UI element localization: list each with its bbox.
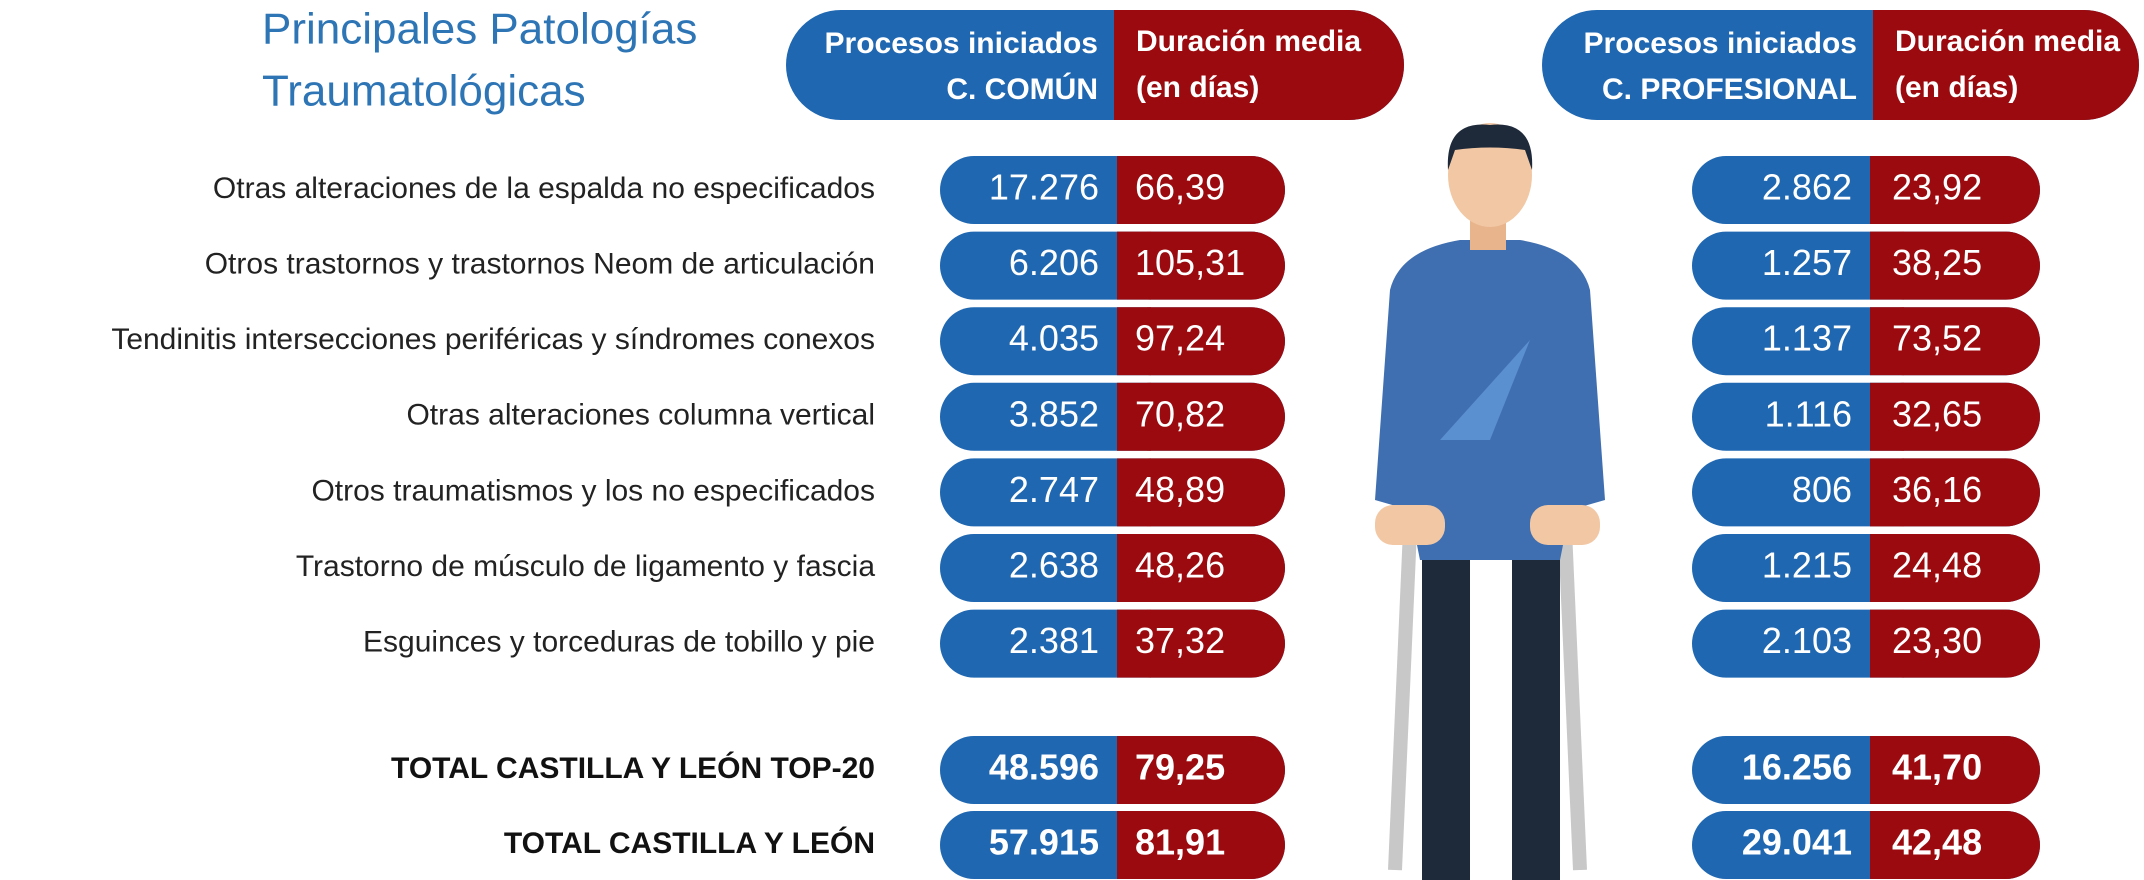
pill-red	[1117, 382, 1285, 451]
header-text: Procesos iniciados	[1584, 27, 1857, 60]
header-text: C. PROFESIONAL	[1602, 73, 1857, 106]
pill-red-edge	[1117, 156, 1151, 224]
value-comun: 2.747	[1009, 469, 1099, 510]
value-comun: 3.852	[1009, 393, 1099, 434]
value-comun: 2.638	[1009, 545, 1099, 586]
pill-red	[1114, 10, 1404, 120]
row-label: Otros traumatismos y los no especificado…	[311, 474, 875, 507]
value-prof: 16.256	[1742, 747, 1852, 788]
value-prof-dias: 24,48	[1892, 545, 1982, 586]
pill-red-edge	[1870, 458, 1904, 527]
value-comun-dias: 79,25	[1135, 747, 1225, 788]
pill-red	[1117, 736, 1285, 804]
pill-red-edge	[1870, 382, 1904, 451]
value-comun-dias: 105,31	[1135, 242, 1245, 283]
pill-red-edge	[1870, 609, 1904, 678]
row-label: Tendinitis intersecciones periféricas y …	[111, 323, 875, 356]
pill-red	[1870, 458, 2040, 527]
value-comun: 6.206	[1009, 242, 1099, 283]
total-label: TOTAL CASTILLA Y LEÓN	[504, 826, 875, 860]
header-text: C. COMÚN	[946, 72, 1098, 106]
row-label: Esguinces y torceduras de tobillo y pie	[363, 626, 875, 659]
pill-red	[1117, 811, 1285, 879]
pill-red-edge	[1114, 10, 1169, 120]
value-prof: 1.137	[1762, 318, 1852, 359]
value-prof: 2.862	[1762, 167, 1852, 208]
value-prof-dias: 73,52	[1892, 318, 1982, 359]
pill-red-edge	[1117, 609, 1151, 678]
header-text: Duración media	[1136, 25, 1361, 58]
pill-red	[1870, 811, 2040, 879]
value-prof: 1.215	[1762, 545, 1852, 586]
value-comun-dias: 66,39	[1135, 167, 1225, 208]
row-label: Trastorno de músculo de ligamento y fasc…	[296, 550, 875, 583]
title-line: Traumatológicas	[262, 67, 586, 116]
row-label: Otras alteraciones de la espalda no espe…	[213, 172, 875, 205]
pill-red-edge	[1870, 811, 1904, 879]
value-comun-dias: 48,26	[1135, 545, 1225, 586]
value-comun: 17.276	[989, 167, 1099, 208]
pill-red	[1873, 10, 2139, 120]
value-prof-dias: 38,25	[1892, 242, 1982, 283]
person-figure	[1375, 123, 1605, 880]
pill-red-edge	[1117, 736, 1151, 804]
pill-red-edge	[1870, 534, 1904, 602]
value-prof-dias: 36,16	[1892, 469, 1982, 510]
value-prof: 806	[1792, 469, 1852, 510]
pill-red	[1117, 534, 1285, 602]
pill-red-edge	[1870, 156, 1904, 224]
pill-red	[1117, 458, 1285, 527]
value-comun: 4.035	[1009, 318, 1099, 359]
row-label: Otras alteraciones columna vertical	[406, 399, 875, 432]
value-prof-dias: 41,70	[1892, 747, 1982, 788]
pill-red-edge	[1117, 307, 1151, 376]
value-comun-dias: 81,91	[1135, 822, 1225, 863]
pill-red-edge	[1870, 736, 1904, 804]
pill-red-edge	[1870, 307, 1904, 376]
value-prof-dias: 23,92	[1892, 167, 1982, 208]
value-comun: 2.381	[1009, 620, 1099, 661]
pill-red	[1870, 736, 2040, 804]
value-prof: 29.041	[1742, 822, 1852, 863]
value-prof: 1.257	[1762, 242, 1852, 283]
value-prof-dias: 23,30	[1892, 620, 1982, 661]
pill-red	[1870, 534, 2040, 602]
value-prof-dias: 32,65	[1892, 393, 1982, 434]
pill-red-edge	[1117, 458, 1151, 527]
pill-red-edge	[1117, 811, 1151, 879]
value-comun-dias: 48,89	[1135, 469, 1225, 510]
header-text: Duración media	[1895, 25, 2120, 58]
value-prof: 2.103	[1762, 620, 1852, 661]
pill-red	[1117, 156, 1285, 224]
pill-red	[1870, 156, 2040, 224]
pill-red	[1117, 307, 1285, 376]
pill-red	[1117, 231, 1285, 300]
pill-red	[1870, 231, 2040, 300]
header-text: (en días)	[1136, 71, 1259, 104]
value-comun-dias: 37,32	[1135, 620, 1225, 661]
pill-red	[1870, 307, 2040, 376]
row-label: Otros trastornos y trastornos Neom de ar…	[205, 248, 875, 281]
total-label: TOTAL CASTILLA Y LEÓN TOP-20	[391, 751, 875, 785]
value-comun: 57.915	[989, 822, 1099, 863]
pill-red-edge	[1870, 231, 1904, 300]
header-text: Procesos iniciados	[825, 27, 1098, 60]
title-line: Principales Patologías	[262, 5, 697, 54]
pill-red-edge	[1117, 534, 1151, 602]
value-prof: 1.116	[1765, 393, 1852, 434]
pill-red	[1870, 382, 2040, 451]
pill-red	[1117, 609, 1285, 678]
header-text: (en días)	[1895, 71, 2018, 104]
pill-red-edge	[1117, 231, 1151, 300]
value-comun-dias: 97,24	[1135, 318, 1225, 359]
value-comun: 48.596	[989, 747, 1099, 788]
pill-red-edge	[1117, 382, 1151, 451]
pill-red-edge	[1873, 10, 1928, 120]
value-prof-dias: 42,48	[1892, 822, 1982, 863]
pill-red	[1870, 609, 2040, 678]
value-comun-dias: 70,82	[1135, 393, 1225, 434]
